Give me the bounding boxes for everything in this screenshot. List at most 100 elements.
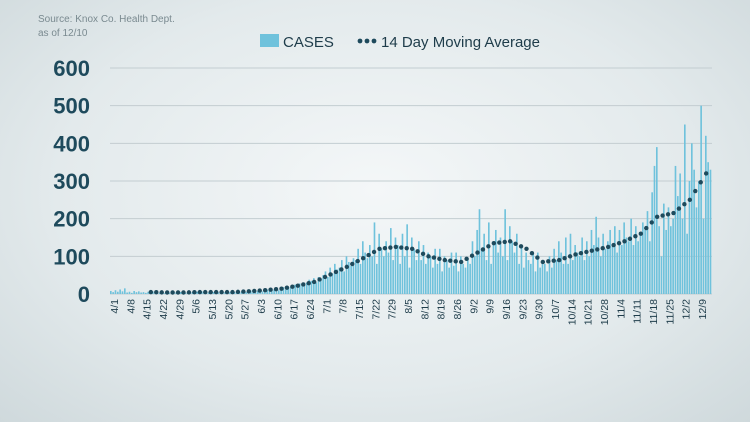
cases-bar [602,233,604,294]
average-dot [350,261,355,267]
cases-bar [618,229,621,294]
x-tick-label: 5/13 [207,299,219,320]
cases-bars [110,105,712,294]
cases-bar [364,252,366,294]
cases-bar [406,224,408,294]
cases-bar [282,287,285,294]
cases-bar [392,260,394,294]
legend-cases-swatch [260,34,279,47]
x-tick-label: 6/10 [272,299,284,320]
cases-bar [674,165,677,294]
cases-bar [436,263,439,294]
cases-bar [240,291,243,294]
average-dot [333,269,339,275]
cases-bar [686,233,688,294]
y-tick-label: 600 [53,56,90,81]
cases-bar [208,292,210,294]
cases-bar [434,248,436,294]
cases-bar [574,245,576,294]
cases-bar [707,162,709,294]
average-dot [611,242,616,248]
cases-bar [623,222,625,294]
cases-bar [658,226,660,294]
cases-bar [278,290,280,294]
x-tick-label: 4/1 [109,299,121,314]
cases-bar [609,229,611,294]
average-dot [186,290,192,295]
cases-bar [404,256,406,294]
cases-bar [310,280,313,294]
x-tick-label: 10/28 [599,299,611,325]
x-tick-label: 7/1 [321,299,333,314]
average-dot [230,289,235,295]
cases-bar [553,248,555,294]
average-dot [420,251,426,257]
cases-bar [593,245,595,294]
cases-bar [555,260,558,294]
y-tick-label: 300 [53,169,90,194]
y-tick-label: 100 [53,244,90,269]
cases-bar [334,263,336,294]
cases-bar [607,241,609,294]
average-dot [567,254,573,259]
cases-bar [296,286,299,294]
cases-bar [357,248,359,294]
cases-bar [422,245,425,294]
cases-bar [495,229,497,294]
cases-bar [565,237,567,294]
x-tick-label: 8/19 [436,299,448,320]
cases-bar [590,229,593,294]
average-dot [676,206,682,211]
cases-bar [432,267,434,294]
cases-bar [558,241,560,294]
cases-bar [131,292,133,294]
average-dot [638,231,644,236]
cases-bar [677,196,679,294]
cases-bar [114,290,117,294]
cases-bar [663,203,665,294]
average-dot [246,289,252,294]
average-dot [589,248,595,253]
cases-bar [397,245,399,294]
average-dot [464,256,469,262]
cases-bar [112,292,114,294]
cases-bar [546,271,548,294]
cases-bar [362,241,364,294]
cases-bar [387,252,390,294]
average-dot [529,250,535,256]
cases-bar [695,207,698,294]
cases-bar [644,229,646,294]
x-tick-label: 7/15 [354,299,366,320]
cases-bar [646,211,649,294]
cases-bar [135,292,138,294]
cases-bar [352,258,355,294]
cases-bar [572,260,574,294]
cases-bar [427,252,429,294]
cases-bar [597,237,600,294]
average-dot [399,245,404,250]
x-tick-label: 5/6 [191,299,203,314]
cases-bar [481,248,483,294]
cases-bar [532,252,534,294]
cases-bar [390,228,392,294]
cases-bar [280,288,282,294]
average-dot [164,290,170,295]
cases-bar [266,289,268,294]
cases-bar [625,237,628,294]
cases-bar [691,143,693,294]
cases-bar [700,105,702,294]
x-tick-label: 6/3 [256,299,268,314]
cases-bar [273,289,275,294]
cases-bar [562,263,565,294]
cases-bar [142,292,145,294]
cases-bar [679,173,681,294]
average-dot [573,252,578,257]
cases-bar [467,258,469,294]
average-dot [322,274,328,280]
cases-bar [289,287,292,294]
cases-bar [516,233,518,294]
average-dot [518,244,524,249]
cases-bar [551,267,553,294]
cases-bar [576,252,579,294]
cases-bar [457,271,460,294]
